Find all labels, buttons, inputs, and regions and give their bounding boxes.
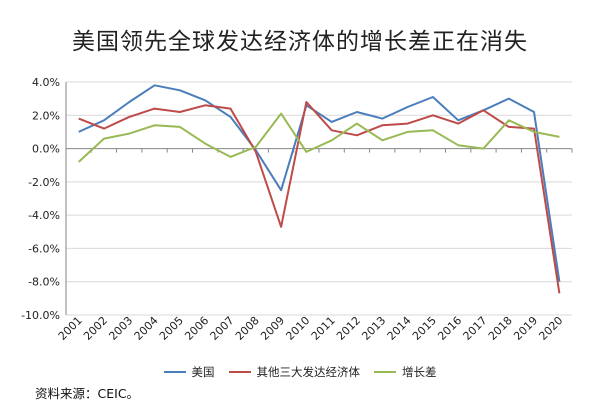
y-tick-label: -2.0% [28, 176, 60, 189]
x-tick-label: 2020 [536, 314, 565, 343]
source-note: 资料来源：CEIC。 [35, 386, 140, 401]
series-line-2 [78, 112, 560, 163]
y-tick-label: 2.0% [32, 109, 60, 122]
legend-item: 美国 [163, 364, 215, 380]
y-tick-label: -8.0% [28, 276, 60, 289]
legend-label: 增长差 [402, 365, 437, 379]
x-tick-label: 2002 [81, 314, 110, 343]
series-lines [78, 84, 561, 294]
legend-label: 其他三大发达经济体 [256, 365, 361, 379]
x-tick-label: 2009 [258, 314, 287, 343]
x-tick-label: 2005 [157, 314, 186, 343]
x-tick-label: 2016 [435, 314, 464, 343]
y-tick-label: -4.0% [28, 209, 60, 222]
legend-swatch [228, 371, 251, 373]
x-tick-label: 2015 [410, 314, 439, 343]
x-tick-label: 2013 [359, 314, 388, 343]
legend: 美国 其他三大发达经济体 增长差 [0, 364, 600, 380]
series-line-1 [78, 101, 561, 294]
x-tick-label: 2008 [233, 314, 262, 343]
x-tick-label: 2018 [486, 314, 515, 343]
x-tick-label: 2003 [106, 314, 135, 343]
y-tick-label: -6.0% [28, 242, 60, 255]
y-tick-label: -10.0% [21, 309, 60, 322]
x-tick-label: 2017 [461, 314, 490, 343]
x-tick-label: 2011 [309, 314, 338, 343]
y-tick-label: 0.0% [32, 143, 60, 156]
tick-labels: 4.0%2.0%0.0%-2.0%-4.0%-6.0%-8.0%-10.0%20… [21, 76, 565, 343]
axes [65, 82, 573, 315]
x-tick-label: 2014 [385, 314, 414, 343]
legend-item: 增长差 [374, 364, 437, 380]
chart-title: 美国领先全球发达经济体的增长差正在消失 [72, 29, 528, 55]
x-tick-label: 2012 [334, 314, 363, 343]
x-tick-label: 2001 [56, 314, 85, 343]
legend-swatch [163, 371, 186, 373]
legend-item: 其他三大发达经济体 [228, 364, 361, 380]
x-tick-label: 2006 [182, 314, 211, 343]
y-tick-label: 4.0% [32, 76, 60, 89]
legend-swatch [374, 371, 396, 373]
x-tick-label: 2004 [132, 314, 161, 343]
x-tick-label: 2019 [511, 314, 540, 343]
x-tick-label: 2007 [208, 314, 237, 343]
legend-label: 美国 [191, 365, 215, 379]
x-tick-label: 2010 [283, 314, 312, 343]
